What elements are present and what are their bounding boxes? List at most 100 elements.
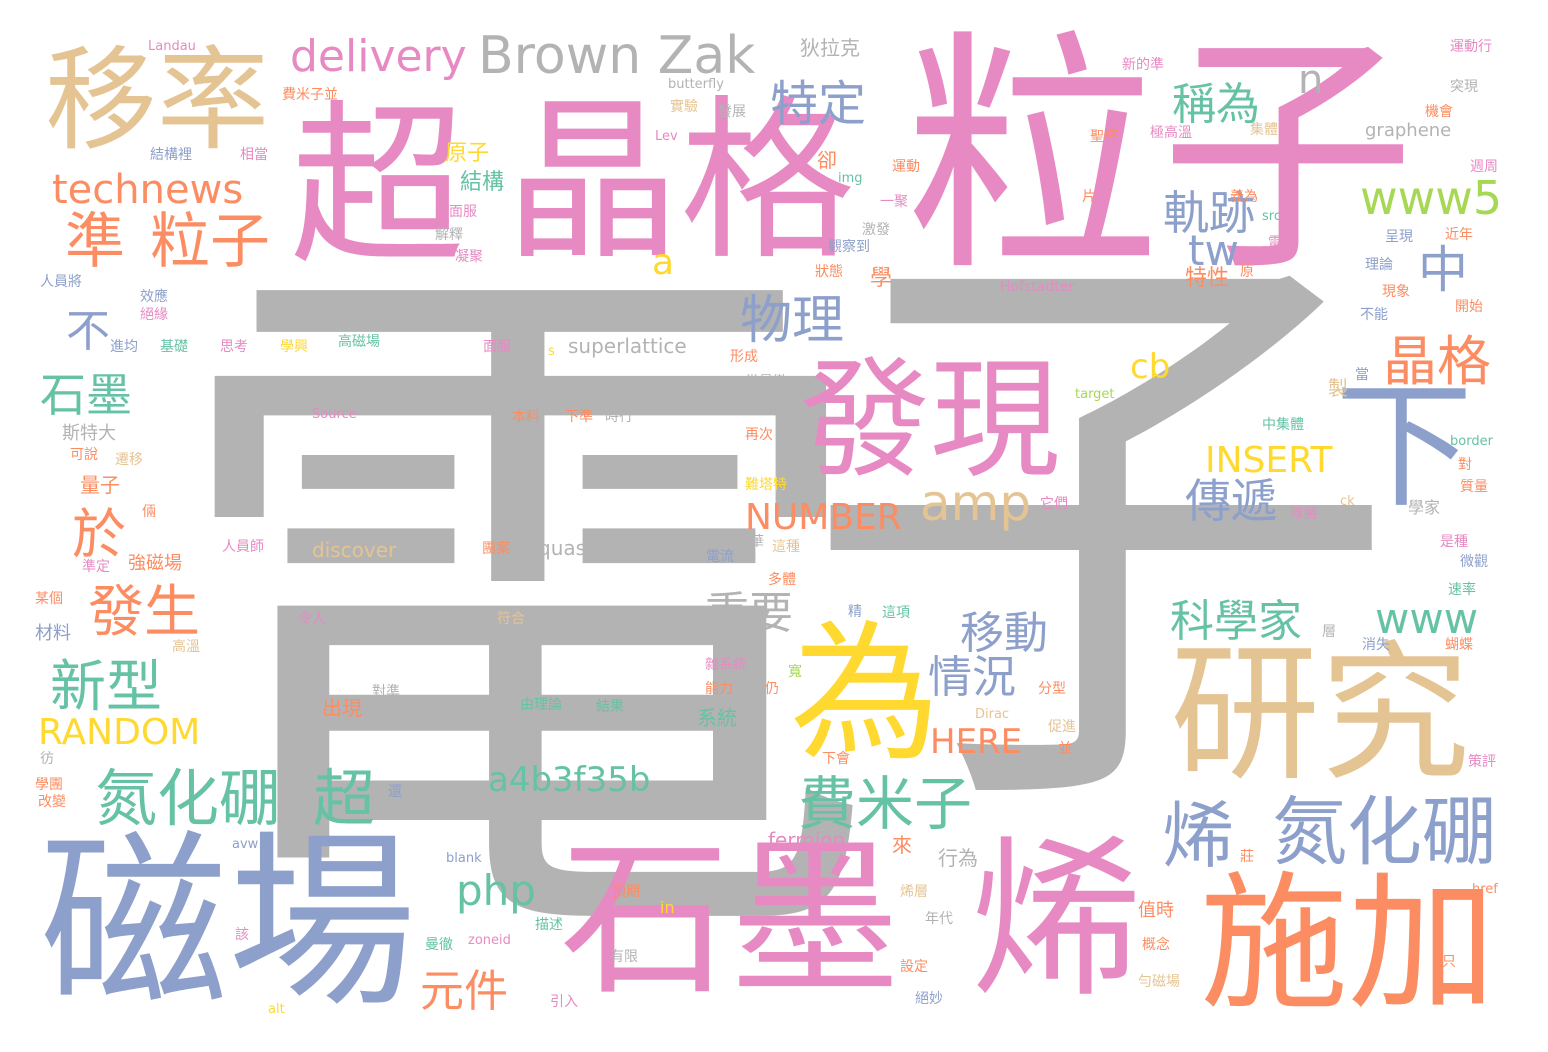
word-jueyuan: 絕緣 [140, 307, 168, 323]
word-quasiparticle: quasiparticle [538, 536, 668, 560]
word-yiwei: 義為 [1230, 189, 1258, 205]
word-yinru: 引入 [550, 994, 578, 1010]
word-youxian: 有限 [610, 949, 638, 965]
word-jiti: 集體 [1250, 122, 1278, 138]
word-jingge-small: 晶格 [1383, 330, 1491, 393]
word-jiegou: 結構 [460, 170, 505, 195]
word-jiefu: 解釋 [435, 227, 463, 243]
word-liangzi: 量子 [80, 473, 120, 497]
word-pao: 跑 [372, 621, 386, 637]
word-yilv: 移率 [45, 36, 269, 166]
word-bu2: 不能 [1360, 307, 1388, 323]
word-jigaowen: 極高溫 [1150, 125, 1192, 141]
word-bu: 不 [66, 306, 110, 357]
word-xitong: 系統 [697, 706, 737, 730]
word-ck: ck [1340, 494, 1355, 509]
word-insert: INSERT [1205, 440, 1333, 481]
word-tw: tw [1188, 226, 1239, 275]
word-jiegouli: 結構裡 [150, 147, 192, 163]
word-brownzak: Brown Zak [478, 26, 756, 86]
word-shebei: 設備 [542, 613, 582, 637]
word-keshuo: 可說 [70, 447, 98, 463]
word-xi: 烯 [970, 820, 1142, 1021]
word-number: NUMBER [745, 497, 902, 538]
word-duoti: 多體 [768, 572, 796, 588]
word-jinjun: 進均 [110, 339, 138, 355]
word-lev: Lev [655, 129, 678, 144]
word-hofstadter: Hofstadter [1000, 279, 1075, 295]
word-miaoshu: 描述 [535, 917, 563, 933]
word-fenxing: 分型 [1038, 681, 1066, 697]
word-zhongyao: 重要 [705, 588, 793, 639]
word-renyuan: 人員師 [222, 539, 264, 555]
word-lai: 來 [892, 833, 912, 857]
word-gaocichang: 高磁場 [338, 334, 380, 350]
word-gaowen: 高溫 [172, 639, 200, 655]
word-jinnian: 近年 [1445, 227, 1473, 243]
word-xingcheng: 形成 [730, 349, 758, 365]
word-zhexiang: 這項 [882, 605, 910, 621]
word-jieguo: 結果 [596, 699, 624, 715]
word-yidong: 移動 [960, 608, 1048, 659]
word-feimizibing: 費米子並 [282, 87, 338, 103]
word-wuli: 物理 [740, 291, 845, 351]
word-dangmanche: 當曼徹 [745, 374, 787, 390]
word-shijia: 施加 [1200, 858, 1496, 1030]
word-kaishi: 開始 [1455, 299, 1483, 315]
word-cujin: 促進 [1048, 719, 1076, 735]
word-tamen: 它們 [1040, 496, 1068, 512]
word-liang2: 倆 [142, 504, 156, 520]
word-n: n [1298, 57, 1324, 103]
word-s: s [548, 344, 555, 359]
word-xuejia: 學家 [1408, 498, 1441, 517]
word-random: RANDOM [38, 712, 201, 753]
word-chengwei: 稱為 [1172, 79, 1260, 130]
word-zhun: 準 [65, 207, 125, 277]
word-php: php [456, 866, 536, 915]
word-alt: alt [268, 1002, 285, 1017]
word-teding: 特定 [770, 76, 867, 132]
word-lingren: 令人 [298, 611, 326, 627]
word-bing: 並 [1058, 741, 1072, 757]
word-mianfang: 面服 [483, 339, 511, 355]
word-jichu: 基礎 [160, 339, 188, 355]
word-xuezhe: 學興 [280, 339, 308, 355]
word-niandai: 年代 [925, 911, 953, 927]
word-gaibian: 改變 [38, 794, 66, 810]
word-xiangdang: 相當 [240, 147, 268, 163]
word-xi-right: 烯 [1162, 794, 1235, 878]
word-ningju: 凝聚 [455, 249, 483, 265]
word-manche: 曼徹 [425, 937, 453, 953]
word-shiyan: 實驗 [670, 99, 698, 115]
word-shimo-small: 石墨 [40, 368, 132, 422]
word-dilake: 狄拉克 [800, 36, 860, 60]
word-sitedada: 斯特大 [62, 423, 116, 444]
word-jing: 精 [848, 604, 862, 620]
word-fu: 複 [760, 401, 774, 417]
word-renyuanjiang: 人員將 [40, 274, 82, 290]
word-cb: cb [1130, 347, 1171, 387]
word-fazhan: 發展 [718, 104, 746, 120]
word-dui: 對 [1458, 457, 1472, 473]
word-zaxitong: 雜系統 [705, 657, 747, 673]
word-duijiang: 隊將 [1290, 506, 1318, 522]
word-lizi: 粒子 [905, 9, 1416, 306]
word-tuxian: 突現 [1450, 79, 1478, 95]
word-xindezhun: 新的準 [1122, 57, 1164, 73]
word-bushe: 本料 [512, 409, 540, 425]
word-weiguan: 微觀 [1460, 554, 1488, 570]
word-haixiamen: 下會 [822, 751, 850, 767]
word-yanjiu: 研究 [1170, 628, 1471, 802]
word-in: in [660, 898, 675, 917]
word-a: a [652, 242, 675, 283]
word-shiti: 是種 [1440, 534, 1468, 550]
word-qingkuang: 情況 [928, 652, 1016, 703]
word-duizhun: 對準 [372, 684, 400, 700]
word-lilun: 理論 [1365, 257, 1393, 273]
word-qianyi: 遷移 [115, 452, 143, 468]
word-a4b3f35b: a4b3f35b [488, 760, 651, 800]
word-href: href [1472, 882, 1498, 897]
word-amp: amp [920, 474, 1032, 532]
word-landau: Landau [148, 39, 196, 54]
